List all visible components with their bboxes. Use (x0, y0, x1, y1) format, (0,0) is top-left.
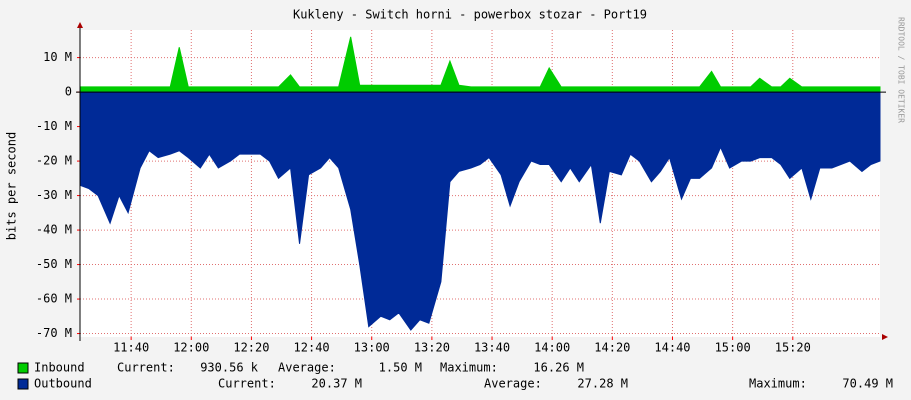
y-axis-label: bits per second (5, 132, 19, 240)
y-tick-label: -20 M (36, 154, 72, 168)
x-tick-label: 15:20 (775, 341, 811, 355)
legend-stat-value: 27.28 M (577, 377, 628, 391)
x-tick-label: 13:20 (414, 341, 450, 355)
y-tick-label: -40 M (36, 223, 72, 237)
area-outbound (79, 91, 881, 331)
legend: Inbound Current: 930.56 k Average: 1.50 M Max… (17, 361, 893, 391)
y-tick-label: 10 M (43, 50, 72, 64)
x-tick-label: 14:00 (534, 341, 570, 355)
area-inbound (79, 36, 881, 93)
legend-label: Outbound (34, 377, 92, 391)
legend-stat-label: Current: (117, 361, 175, 375)
legend-stat-label: Maximum: (440, 361, 498, 375)
x-tick-label: 12:20 (233, 341, 269, 355)
legend-stat-value: 1.50 M (379, 361, 422, 375)
legend-stat-label: Average: (484, 377, 542, 391)
legend-swatch (17, 378, 29, 390)
y-tick-label: -10 M (36, 119, 72, 133)
legend-stat-label: Current: (218, 377, 276, 391)
legend-stat-label: Average: (278, 361, 336, 375)
legend-label: Inbound (34, 361, 85, 375)
x-tick-label: 14:20 (594, 341, 630, 355)
x-tick-label: 11:40 (113, 341, 149, 355)
x-tick-label: 13:00 (354, 341, 390, 355)
legend-stat-value: 20.37 M (311, 377, 362, 391)
x-tick-label: 14:40 (654, 341, 690, 355)
marks (79, 36, 881, 331)
y-tick-label: -60 M (36, 292, 72, 306)
x-axis-arrow (882, 334, 888, 340)
x-tick-label: 13:40 (474, 341, 510, 355)
y-axis-arrow (77, 22, 83, 28)
legend-stat-value: 70.49 M (842, 377, 893, 391)
x-tick-label: 12:00 (173, 341, 209, 355)
legend-stat-value: 930.56 k (200, 361, 259, 375)
y-tick-label: -50 M (36, 257, 72, 271)
x-tick-label: 12:40 (294, 341, 330, 355)
axes: 10 M 0 -10 M -20 M -30 M -40 M -50 M -60 M -70 M… (36, 22, 888, 355)
legend-stat-label: Maximum: (749, 377, 807, 391)
legend-swatch (17, 362, 29, 374)
plot-area (80, 30, 880, 337)
legend-stat-value: 16.26 M (533, 361, 584, 375)
y-tick-label: -30 M (36, 188, 72, 202)
y-tick-label: 0 (65, 85, 72, 99)
y-tick-label: -70 M (36, 326, 72, 340)
chart-title: Kukleny - Switch horni - powerbox stozar… (293, 8, 647, 22)
x-tick-label: 15:00 (715, 341, 751, 355)
watermark: RRDTOOL / TOBI OETIKER (897, 17, 906, 123)
